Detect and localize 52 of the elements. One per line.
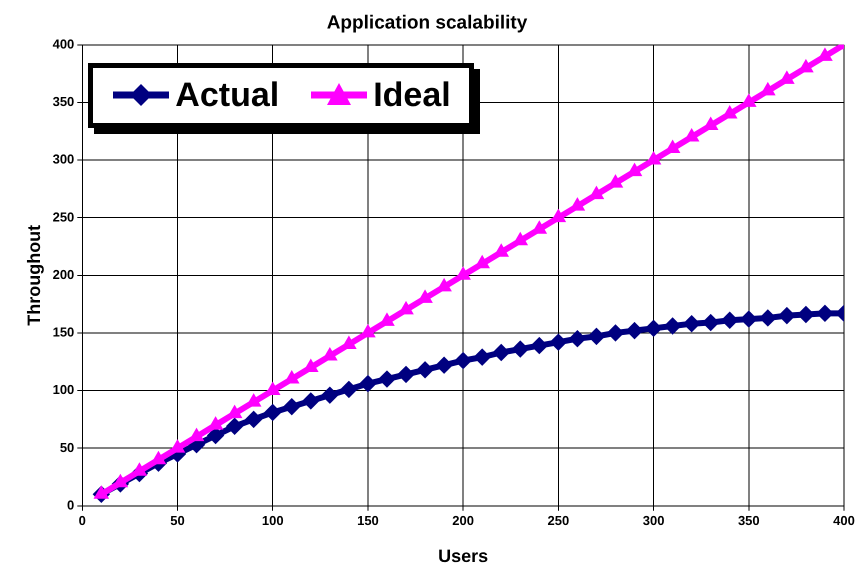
point [474, 348, 491, 366]
point [512, 340, 529, 358]
y-tick-label: 150 [52, 324, 74, 340]
y-tick-label: 400 [52, 36, 74, 52]
y-tick-label: 200 [52, 266, 74, 282]
x-axis-title: Users [438, 546, 488, 566]
y-tick-label: 50 [60, 440, 74, 455]
point [606, 324, 624, 342]
legend-label: Ideal [373, 76, 451, 115]
y-tick-label: 300 [52, 152, 74, 167]
x-tick-label: 200 [452, 513, 474, 528]
point [302, 392, 320, 410]
y-tick-label: 250 [52, 209, 74, 224]
point [340, 380, 358, 398]
point [416, 361, 434, 378]
point [283, 398, 300, 416]
point [245, 410, 262, 428]
point [550, 334, 567, 351]
x-tick-label: 300 [642, 513, 664, 528]
point [608, 174, 623, 188]
point [264, 404, 282, 421]
x-tick-label: 0 [78, 513, 86, 528]
y-tick-label: 0 [67, 497, 74, 512]
y-tick-label: 100 [52, 382, 74, 398]
point [226, 418, 244, 435]
point [645, 320, 662, 337]
x-tick-label: 50 [170, 513, 185, 528]
point [721, 312, 738, 329]
y-tick-label: 350 [52, 94, 74, 110]
point [359, 375, 376, 392]
point [378, 370, 396, 388]
legend-label: Actual [175, 76, 280, 115]
x-tick-label: 350 [738, 513, 760, 528]
point [321, 386, 338, 404]
chart-title: Application scalability [326, 12, 528, 34]
x-tick-label: 250 [548, 513, 570, 528]
point [492, 344, 510, 362]
point [568, 330, 586, 348]
x-tick-label: 100 [262, 513, 284, 528]
point [664, 318, 682, 335]
point [626, 322, 644, 340]
point [646, 152, 661, 165]
point [588, 328, 605, 345]
point [398, 366, 415, 383]
point [530, 337, 548, 354]
point [454, 352, 472, 370]
point [589, 186, 604, 200]
x-tick-label: 400 [833, 513, 855, 528]
point [436, 356, 453, 374]
x-tick-label: 150 [357, 513, 379, 528]
y-axis-title: Throughout [24, 224, 44, 326]
point [778, 307, 796, 324]
